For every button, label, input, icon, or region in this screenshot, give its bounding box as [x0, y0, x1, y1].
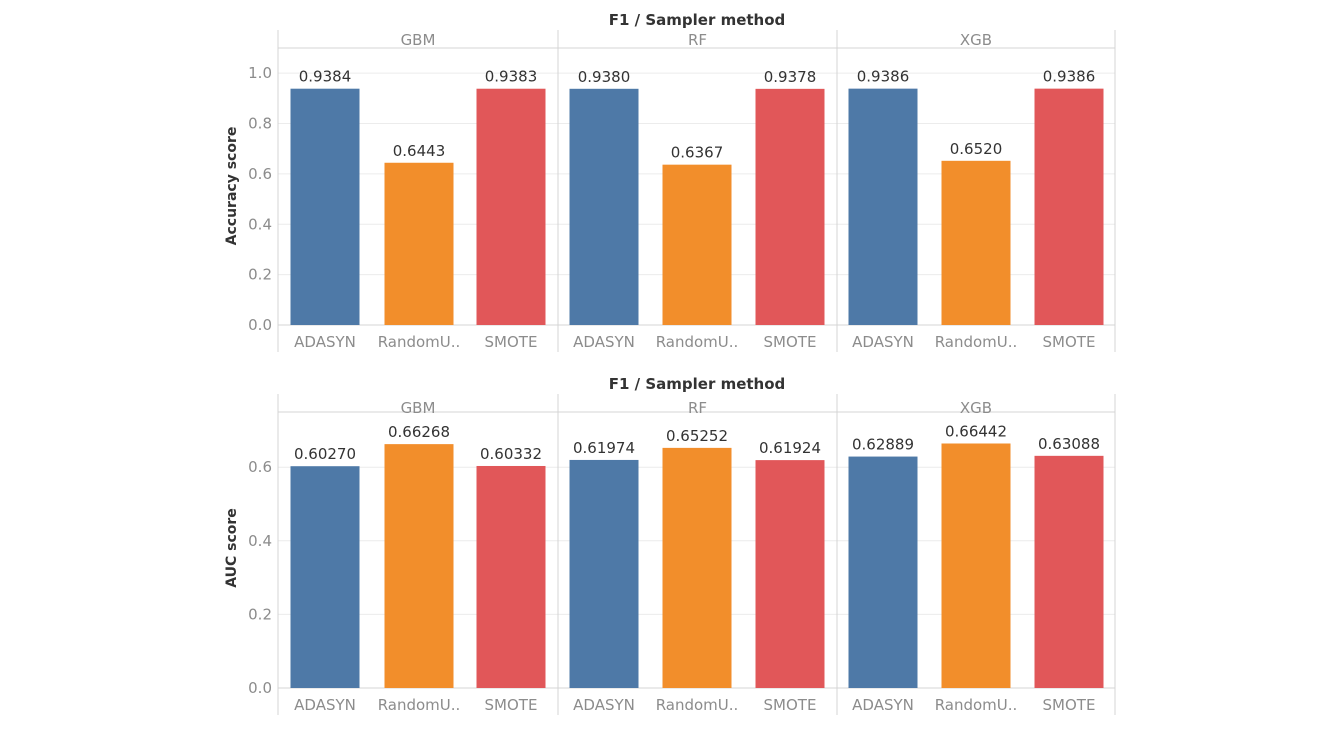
- bar-xgb-1: [941, 160, 1011, 325]
- bar-gbm-0: [290, 88, 360, 325]
- x-tick-label: RandomU..: [656, 696, 739, 714]
- data-label: 0.61924: [759, 439, 821, 457]
- data-label: 0.62889: [852, 436, 914, 454]
- x-tick-label: SMOTE: [1043, 333, 1096, 351]
- bar-xgb-1: [941, 443, 1011, 688]
- y-tick-label: 0.6: [248, 165, 272, 183]
- data-label: 0.61974: [573, 439, 635, 457]
- y-tick-label: 0.2: [248, 266, 272, 284]
- data-label: 0.60270: [294, 445, 356, 463]
- bar-xgb-2: [1034, 88, 1104, 325]
- bar-rf-2: [755, 88, 825, 325]
- data-label: 0.9384: [299, 68, 352, 86]
- bar-xgb-0: [848, 456, 918, 688]
- x-tick-label: RandomU..: [935, 696, 1018, 714]
- data-label: 0.60332: [480, 445, 542, 463]
- y-tick-label: 1.0: [248, 64, 272, 82]
- bar-rf-2: [755, 460, 825, 688]
- data-label: 0.6443: [393, 142, 446, 160]
- chart-title: F1 / Sampler method: [609, 375, 786, 393]
- bar-gbm-1: [384, 162, 454, 325]
- x-tick-label: ADASYN: [852, 333, 914, 351]
- data-label: 0.6520: [950, 140, 1003, 158]
- x-tick-label: SMOTE: [485, 333, 538, 351]
- data-label: 0.9378: [764, 68, 817, 86]
- bar-xgb-2: [1034, 455, 1104, 688]
- data-label: 0.65252: [666, 427, 728, 445]
- x-tick-label: RandomU..: [656, 333, 739, 351]
- y-tick-label: 0.4: [248, 215, 272, 233]
- x-tick-label: ADASYN: [294, 696, 356, 714]
- x-tick-label: ADASYN: [294, 333, 356, 351]
- x-tick-label: SMOTE: [1043, 696, 1096, 714]
- bar-xgb-0: [848, 88, 918, 325]
- data-label: 0.9383: [485, 68, 538, 86]
- data-label: 0.63088: [1038, 435, 1100, 453]
- panel-header-rf: RF: [688, 399, 707, 417]
- x-tick-label: SMOTE: [485, 696, 538, 714]
- data-label: 0.9380: [578, 68, 631, 86]
- data-label: 0.66268: [388, 423, 450, 441]
- bar-gbm-2: [476, 465, 546, 688]
- x-tick-label: ADASYN: [852, 696, 914, 714]
- data-label: 0.9386: [1043, 68, 1096, 86]
- x-tick-label: SMOTE: [764, 333, 817, 351]
- y-tick-label: 0.2: [248, 605, 272, 623]
- y-tick-label: 0.8: [248, 115, 272, 133]
- x-tick-label: RandomU..: [378, 696, 461, 714]
- y-tick-label: 0.6: [248, 458, 272, 476]
- bar-rf-0: [569, 88, 639, 325]
- panel-header-rf: RF: [688, 31, 707, 49]
- panel-header-gbm: GBM: [401, 399, 436, 417]
- y-axis-label: AUC score: [224, 508, 240, 588]
- panel-header-xgb: XGB: [960, 31, 992, 49]
- bar-rf-1: [662, 164, 732, 325]
- bar-rf-0: [569, 459, 639, 688]
- y-tick-label: 0.0: [248, 679, 272, 697]
- y-axis-label: Accuracy score: [224, 127, 240, 246]
- x-tick-label: RandomU..: [935, 333, 1018, 351]
- x-tick-label: SMOTE: [764, 696, 817, 714]
- data-label: 0.9386: [857, 68, 910, 86]
- data-label: 0.6367: [671, 144, 724, 162]
- panel-header-gbm: GBM: [401, 31, 436, 49]
- x-tick-label: ADASYN: [573, 696, 635, 714]
- data-label: 0.66442: [945, 422, 1007, 440]
- panel-header-xgb: XGB: [960, 399, 992, 417]
- x-tick-label: ADASYN: [573, 333, 635, 351]
- bar-gbm-0: [290, 466, 360, 688]
- bar-rf-1: [662, 447, 732, 688]
- y-tick-label: 0.4: [248, 532, 272, 550]
- bar-gbm-2: [476, 88, 546, 326]
- chart-title: F1 / Sampler method: [609, 11, 786, 29]
- bar-gbm-1: [384, 444, 454, 688]
- x-tick-label: RandomU..: [378, 333, 461, 351]
- y-tick-label: 0.0: [248, 316, 272, 334]
